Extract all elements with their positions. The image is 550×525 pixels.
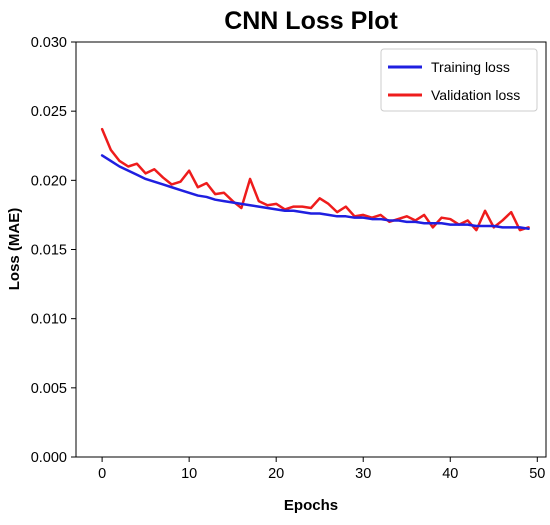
x-tick-label: 50	[529, 466, 545, 482]
ticks-layer: 0 10 20 30 40 50 0.000 0.005 0.010 0.015 0.020 0.02…	[31, 35, 546, 482]
y-tick-label: 0.020	[31, 173, 67, 189]
x-axis-label: Epochs	[284, 497, 338, 514]
x-tick-label: 10	[181, 466, 197, 482]
series-layer	[100, 127, 530, 232]
x-tick-label: 30	[355, 466, 371, 482]
validation-loss-line	[100, 127, 530, 232]
y-tick-label: 0.000	[31, 450, 67, 466]
y-tick-label: 0.010	[31, 312, 67, 328]
y-tick-label: 0.015	[31, 243, 67, 259]
legend: Training loss Validation loss	[380, 48, 538, 112]
plot-frame	[75, 41, 547, 458]
legend-label-validation: Validation loss	[431, 87, 520, 103]
y-tick-label: 0.030	[31, 35, 67, 51]
y-axis-label: Loss (MAE)	[6, 208, 23, 291]
y-tick-label: 0.005	[31, 381, 67, 397]
x-tick-label: 20	[268, 466, 284, 482]
x-tick-label: 0	[98, 466, 106, 482]
x-tick-label: 40	[442, 466, 458, 482]
training-loss-line	[100, 154, 530, 230]
y-tick-label: 0.025	[31, 104, 67, 120]
chart-title: CNN Loss Plot	[224, 7, 398, 35]
legend-label-training: Training loss	[431, 59, 510, 75]
